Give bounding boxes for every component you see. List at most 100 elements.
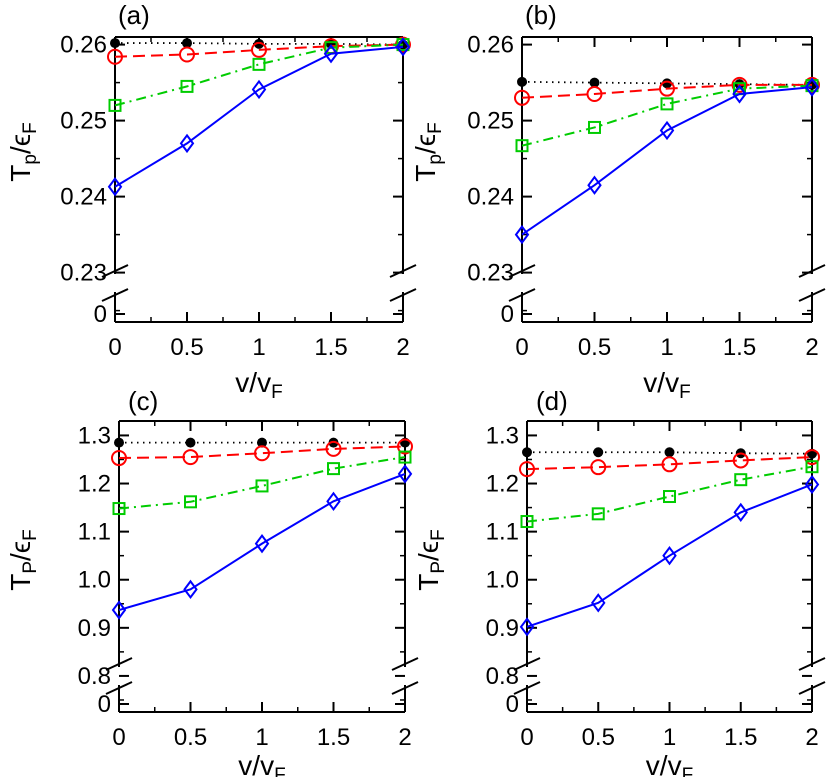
data-point-dot — [257, 437, 267, 448]
data-point-dot — [664, 447, 675, 458]
y-tick-label: 1.2 — [78, 471, 111, 498]
data-point-dot — [114, 437, 124, 448]
series-line — [526, 465, 813, 523]
data-point-diamond — [519, 617, 535, 637]
x-tick-label: 1 — [660, 334, 673, 361]
panel-label: (d) — [536, 386, 568, 416]
series-circle — [514, 76, 820, 106]
y-axis-title-sub2: F — [20, 529, 41, 541]
y-axis-title-main: T — [410, 165, 441, 182]
x-tick-label: 1.5 — [314, 334, 347, 361]
axis-break-left — [105, 657, 133, 695]
data-point-square — [591, 507, 605, 521]
series-circle — [111, 438, 413, 467]
x-axis-title: v/vF — [238, 750, 285, 777]
series-line — [114, 43, 404, 58]
y-tick-label: 1.0 — [78, 567, 111, 594]
series-square — [112, 450, 412, 516]
plot-frame — [114, 36, 404, 323]
x-axis-title-sub: F — [679, 382, 691, 403]
data-point-square — [327, 462, 340, 476]
x-axis-title-sub: F — [682, 765, 694, 777]
data-point-diamond — [251, 79, 267, 100]
data-point-diamond — [804, 77, 820, 97]
y-axis-title: TP/ϵF — [5, 529, 41, 591]
svg-text:TP/ϵF: TP/ϵF — [5, 529, 41, 591]
series-line — [526, 456, 813, 471]
x-tick-label: 1.5 — [723, 334, 756, 361]
y-axis-title-mid: /ϵ — [410, 134, 441, 154]
y-axis-title-mid: /ϵ — [413, 541, 444, 561]
x-tick-label: 1.5 — [724, 724, 757, 751]
y-tick-label: 0.9 — [78, 615, 111, 642]
y-tick-label: 0.26 — [467, 32, 514, 59]
data-point-diamond — [107, 177, 123, 197]
data-point-square — [805, 460, 819, 474]
y-tick-label: 0.24 — [467, 184, 514, 211]
series-diamond — [107, 37, 411, 197]
data-point-circle — [182, 449, 199, 466]
data-point-square — [663, 490, 676, 504]
data-point-square — [734, 473, 748, 487]
axis-break-left — [508, 264, 536, 302]
data-point-circle — [661, 456, 678, 473]
data-point-dot — [593, 447, 604, 458]
plot-frame — [526, 420, 813, 713]
series-line — [114, 43, 404, 107]
data-point-dot — [662, 78, 672, 89]
data-point-diamond — [732, 84, 747, 104]
y-axis-title: Tp/ϵF — [5, 122, 41, 181]
y-axis-title-sub2: F — [428, 529, 449, 541]
data-point-circle — [732, 452, 749, 469]
data-point-circle — [590, 459, 607, 476]
data-point-dot — [182, 38, 192, 49]
y-axis-title-sub1: P — [20, 561, 41, 574]
x-axis-title-main: v/v — [643, 367, 679, 398]
panel-label: (b) — [525, 0, 557, 30]
x-tick-label: 0.5 — [578, 334, 611, 361]
data-point-circle — [519, 461, 535, 478]
y-axis-title-mid: /ϵ — [5, 541, 36, 561]
axis-break-right — [389, 264, 417, 302]
y-tick-label: 0.23 — [60, 260, 107, 287]
y-axis-title: Tp/ϵF — [410, 122, 446, 181]
series-line — [521, 86, 813, 236]
y-tick-label: 1.2 — [486, 471, 519, 498]
x-tick-label: 1.5 — [317, 724, 350, 751]
data-point-circle — [586, 86, 603, 102]
series-line — [118, 445, 406, 460]
series-line — [521, 83, 812, 99]
data-point-square — [515, 139, 529, 153]
y-axis-title-sub2: F — [425, 122, 446, 134]
x-tick-label: 1 — [663, 724, 676, 751]
x-tick-label: 2 — [805, 334, 818, 361]
x-tick-label: 0.5 — [582, 724, 615, 751]
y-tick-label: 0.25 — [467, 108, 514, 135]
data-point-circle — [514, 89, 530, 106]
data-point-diamond — [254, 533, 270, 554]
svg-text:Tp/ϵF: Tp/ϵF — [5, 122, 41, 181]
series-line — [118, 472, 406, 611]
svg-text:Tp/ϵF: Tp/ϵF — [410, 122, 446, 181]
data-point-diamond — [587, 175, 602, 195]
data-point-square — [108, 98, 122, 112]
data-point-diamond — [395, 37, 411, 57]
x-axis-title: v/vF — [646, 750, 693, 777]
y-tick-label: 0.8 — [78, 663, 111, 690]
data-point-square — [520, 515, 534, 529]
x-tick-label: 0 — [112, 724, 125, 751]
x-axis-title-main: v/v — [238, 750, 274, 777]
series-line — [114, 45, 404, 188]
y-axis-title: TP/ϵF — [413, 529, 449, 591]
y-tick-label: 1.0 — [486, 567, 519, 594]
data-point-square — [660, 97, 674, 111]
series-circle — [519, 449, 820, 478]
x-tick-label: 0 — [108, 334, 121, 361]
x-axis-title: v/vF — [235, 367, 282, 403]
data-point-circle — [254, 445, 270, 462]
y-axis-title-sub1: P — [428, 561, 449, 574]
y-axis-title-main: T — [413, 574, 444, 591]
